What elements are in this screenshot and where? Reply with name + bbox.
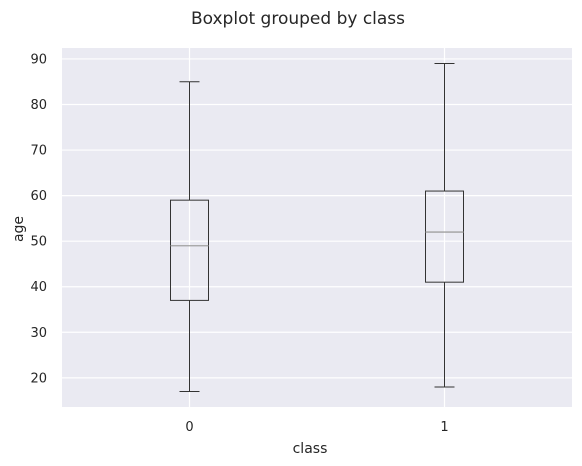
plot-area [62,48,572,407]
y-tick-label: 50 [30,235,47,250]
y-tick-label: 20 [30,371,47,386]
y-axis-label: age [11,216,27,242]
iqr-box [170,199,209,301]
x-tick-label: 0 [185,420,193,435]
y-tick-label: 30 [30,326,47,341]
iqr-box [425,190,464,283]
chart-title: Boxplot grouped by class [191,9,405,29]
box-group [170,81,209,393]
x-tick-label: 1 [440,420,448,435]
box-group [425,62,464,388]
y-tick-label: 80 [30,98,47,113]
y-tick-label: 70 [30,144,47,159]
y-tick-label: 60 [30,189,47,204]
x-axis-label: class [293,441,328,457]
y-tick-labels: 20 30 40 50 60 70 80 90 [30,52,47,386]
boxes [170,62,464,393]
y-tick-label: 40 [30,280,47,295]
y-tick-label: 90 [30,52,47,67]
